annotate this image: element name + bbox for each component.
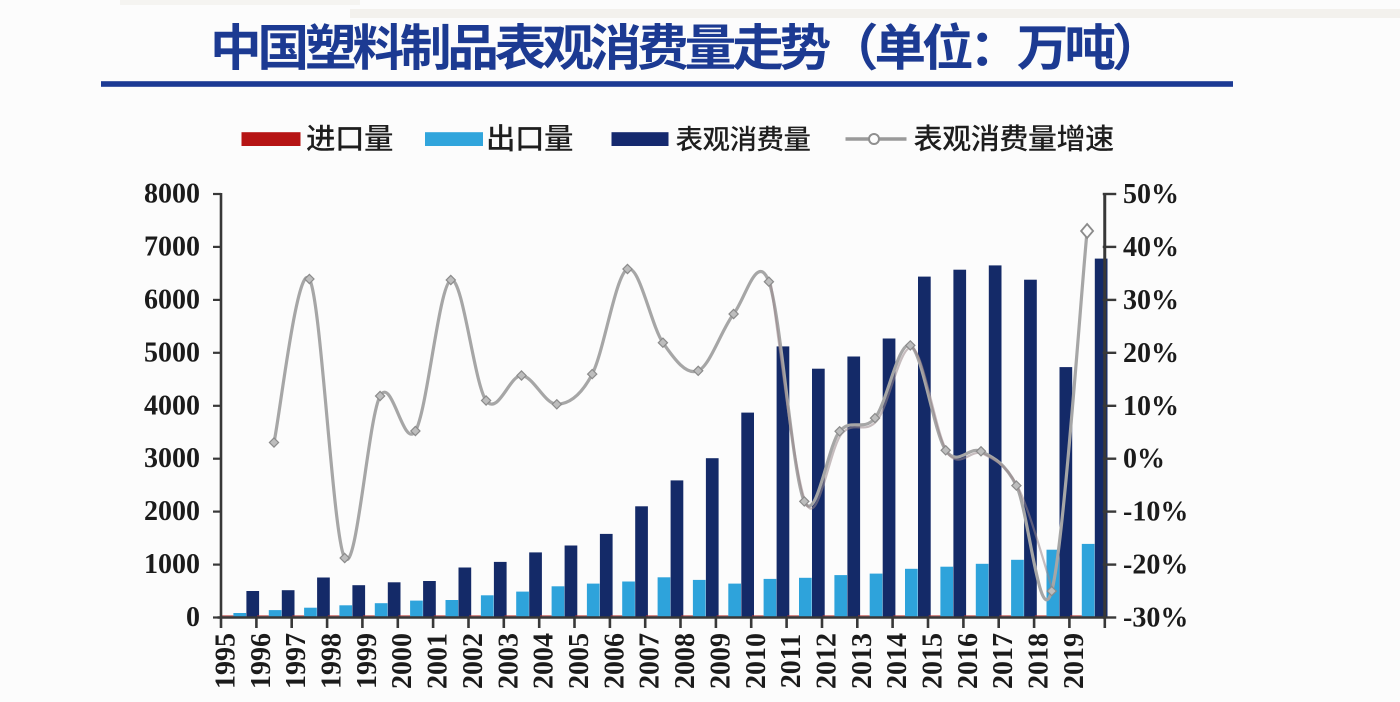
svg-text:2016: 2016: [953, 633, 984, 689]
svg-text:1997: 1997: [281, 633, 312, 689]
svg-text:2000: 2000: [144, 496, 200, 527]
svg-text:2008: 2008: [670, 633, 701, 689]
svg-text:1995: 1995: [211, 633, 242, 689]
svg-text:2007: 2007: [635, 633, 666, 689]
svg-text:6000: 6000: [144, 284, 200, 315]
svg-text:2010: 2010: [741, 633, 772, 689]
svg-text:-10%: -10%: [1123, 497, 1188, 528]
svg-text:2000: 2000: [387, 633, 418, 689]
svg-text:2015: 2015: [918, 633, 949, 689]
svg-text:1998: 1998: [317, 633, 348, 689]
svg-text:2014: 2014: [882, 633, 913, 689]
svg-text:-20%: -20%: [1123, 550, 1188, 581]
svg-text:0: 0: [186, 602, 200, 633]
svg-text:30%: 30%: [1123, 285, 1179, 316]
svg-text:2018: 2018: [1024, 633, 1055, 689]
svg-text:1996: 1996: [246, 633, 277, 689]
svg-text:2002: 2002: [458, 633, 489, 689]
svg-text:2004: 2004: [529, 633, 560, 689]
svg-text:2001: 2001: [423, 633, 454, 689]
svg-text:2005: 2005: [564, 633, 595, 689]
svg-text:0%: 0%: [1123, 444, 1165, 475]
svg-text:-30%: -30%: [1123, 603, 1188, 634]
svg-text:4000: 4000: [144, 390, 200, 421]
svg-text:2013: 2013: [847, 633, 878, 689]
svg-text:5000: 5000: [144, 337, 200, 368]
svg-text:3000: 3000: [144, 443, 200, 474]
svg-text:1000: 1000: [144, 549, 200, 580]
svg-text:1999: 1999: [352, 633, 383, 689]
svg-text:2003: 2003: [493, 633, 524, 689]
svg-text:2009: 2009: [705, 633, 736, 689]
svg-text:8000: 8000: [144, 179, 200, 210]
svg-text:2017: 2017: [988, 633, 1019, 689]
svg-text:2011: 2011: [776, 634, 807, 688]
svg-text:2012: 2012: [812, 633, 843, 689]
svg-text:20%: 20%: [1123, 338, 1179, 369]
svg-text:2006: 2006: [599, 633, 630, 689]
svg-text:7000: 7000: [144, 231, 200, 262]
svg-text:50%: 50%: [1123, 179, 1179, 210]
svg-text:10%: 10%: [1123, 391, 1179, 422]
svg-text:40%: 40%: [1123, 232, 1179, 263]
svg-text:2019: 2019: [1059, 633, 1090, 689]
